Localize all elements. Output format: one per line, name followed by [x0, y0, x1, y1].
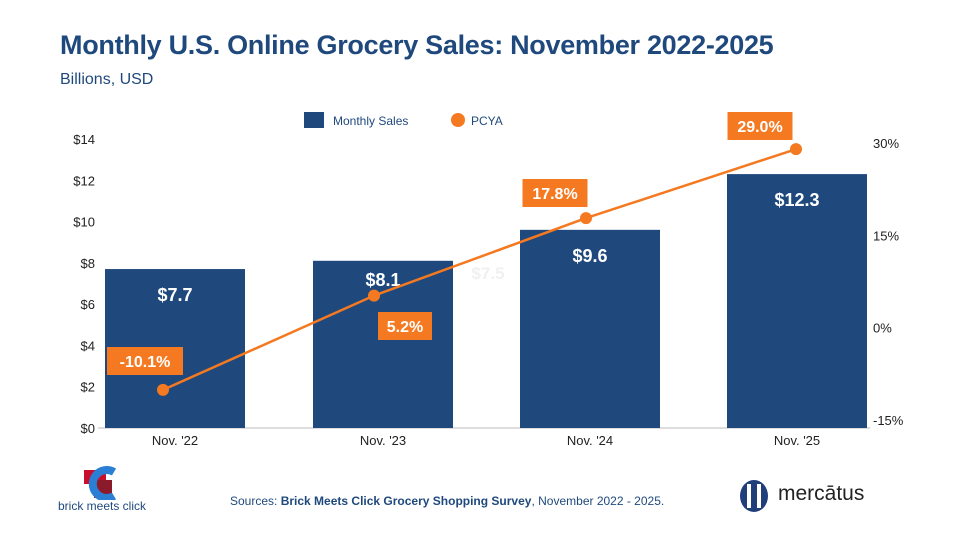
pcya-point: [580, 212, 592, 225]
right-axis-tick: 15%: [873, 228, 899, 243]
pcya-data-label: 17.8%: [532, 186, 577, 203]
pcya-point: [790, 143, 802, 156]
bmc-logo-text: brick meets click: [58, 499, 147, 513]
mercatus-logo-mark: [740, 480, 768, 512]
mercatus-logo-text: mercātus: [778, 482, 865, 505]
bar-data-label: $12.3: [774, 190, 819, 210]
left-axis-tick: $8: [81, 256, 95, 271]
bar-data-label: $8.1: [365, 270, 400, 290]
bmc-logo-mark: [84, 466, 117, 500]
pcya-label-box: [378, 312, 432, 340]
left-axis-tick: $4: [81, 338, 95, 353]
bar-monthly-sales: [520, 229, 660, 428]
source-note: Sources: Brick Meets Click Grocery Shopp…: [230, 494, 664, 508]
chart-subtitle: Billions, USD: [60, 71, 154, 88]
pcya-data-label: -10.1%: [120, 354, 171, 371]
source-suffix: , November 2022 - 2025.: [531, 494, 665, 508]
right-axis-tick: 30%: [873, 136, 899, 151]
pcya-label-box: [727, 112, 793, 140]
bar-monthly-sales: [313, 260, 453, 428]
right-axis-tick: -15%: [873, 413, 904, 428]
x-axis-tick: Nov. '23: [360, 433, 406, 448]
left-axis-tick: $6: [81, 297, 95, 312]
bar-monthly-sales: [727, 174, 867, 428]
left-axis-tick: $0: [81, 421, 95, 436]
pcya-label-box: [522, 179, 588, 207]
left-axis-tick: $14: [73, 132, 95, 147]
pcya-point: [368, 289, 380, 302]
brick-meets-click-logo: brick meets click: [58, 466, 198, 516]
pcya-line: [162, 147, 797, 391]
ghost-label: $7.5: [471, 264, 504, 283]
pcya-data-label: 5.2%: [387, 319, 423, 336]
left-axis-tick: $12: [73, 173, 95, 188]
source-prefix: Sources:: [230, 494, 281, 508]
legend-label-pcya: PCYA: [471, 114, 503, 128]
pcya-label-box: [107, 347, 183, 375]
x-axis-tick: Nov. '22: [152, 433, 198, 448]
chart-title: Monthly U.S. Online Grocery Sales: Novem…: [60, 30, 774, 60]
left-axis-tick: $10: [73, 215, 95, 230]
mercatus-logo: mercātus: [738, 478, 898, 518]
legend-label-monthly-sales: Monthly Sales: [333, 114, 408, 128]
bar-data-label: $9.6: [572, 246, 607, 266]
pcya-point: [157, 383, 169, 396]
legend-swatch-pcya: [451, 113, 465, 127]
legend-swatch-monthly-sales: [304, 112, 324, 128]
x-axis-tick: Nov. '25: [774, 433, 820, 448]
right-axis-tick: 0%: [873, 321, 892, 336]
pcya-data-label: 29.0%: [737, 119, 782, 136]
bar-data-label: $7.7: [157, 285, 192, 305]
x-axis-tick: Nov. '24: [567, 433, 613, 448]
source-title: Brick Meets Click Grocery Shopping Surve…: [280, 494, 532, 508]
left-axis-tick: $2: [81, 380, 95, 395]
